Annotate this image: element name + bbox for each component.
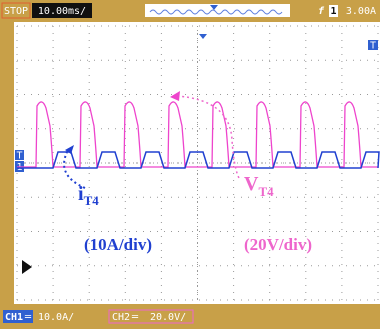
ch2-coupling: ═	[131, 312, 139, 323]
page: {"status_bar": {"run_state": "STOP", "ti…	[0, 0, 380, 329]
run-state: STOP	[4, 6, 28, 17]
ch1-coupling: ═	[24, 312, 32, 323]
trigger-source: 1	[330, 6, 336, 17]
ch1-scale: 10.0A/	[38, 312, 74, 323]
trigger-right: T	[370, 41, 376, 52]
trigger-level: 3.00A	[346, 6, 376, 17]
voltage-subscript: T4	[258, 184, 274, 199]
current-scale: (10A/div)	[84, 235, 152, 254]
ch1-label: CH1	[5, 312, 23, 323]
oscilloscope-screen: STOP 10.00ms/ f 1 3.00A T T 1 iT4 VT4 (1…	[0, 0, 380, 329]
voltage-scale: (20V/div)	[244, 235, 312, 254]
trigger-slope: f	[318, 6, 325, 17]
ch2-scale: 20.0V/	[150, 312, 186, 323]
current-subscript: T4	[84, 193, 100, 208]
ch2-label: CH2	[112, 312, 130, 323]
voltage-symbol: V	[244, 173, 259, 195]
trigger-left: T	[16, 151, 22, 162]
timebase: 10.00ms/	[38, 6, 86, 17]
